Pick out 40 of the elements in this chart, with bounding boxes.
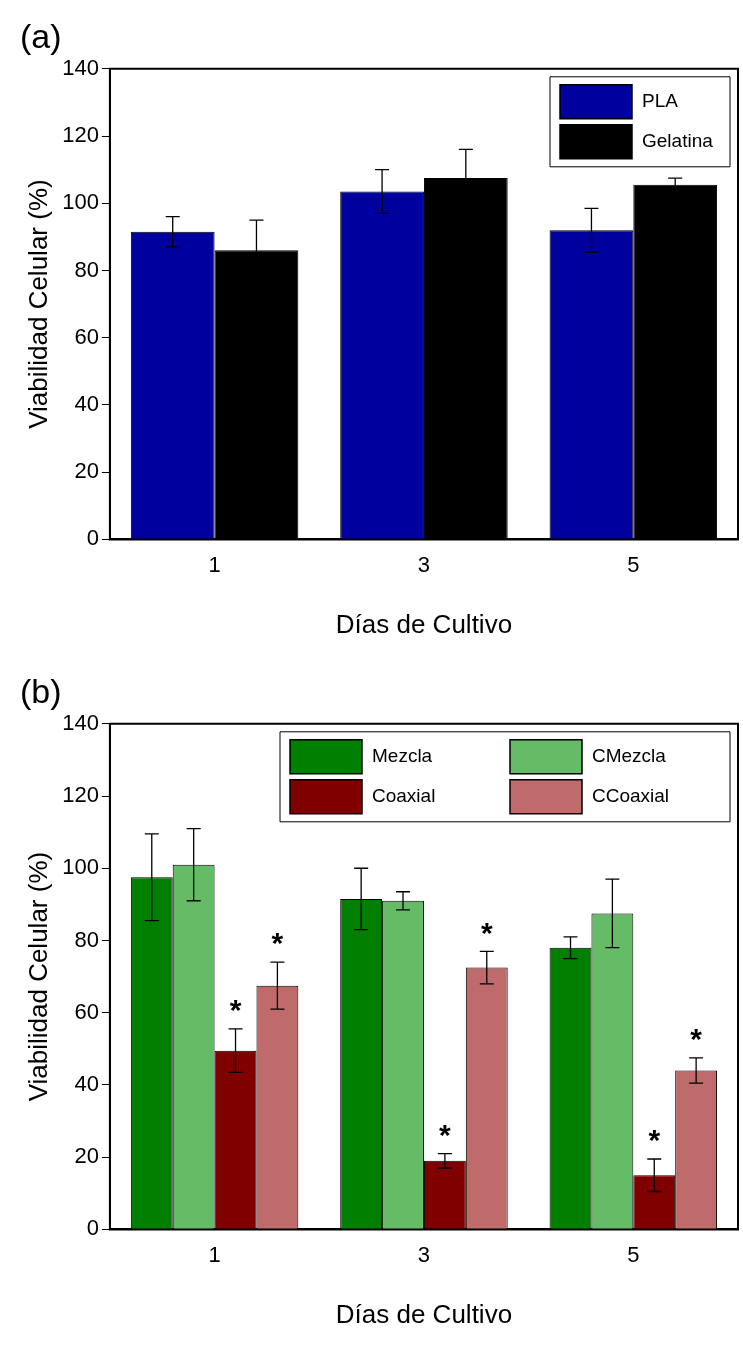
x-axis-title: Días de Cultivo xyxy=(335,608,513,639)
legend-label: CMezcla xyxy=(592,745,667,767)
chart-title: (b) xyxy=(20,671,62,710)
chart-title: (a) xyxy=(20,16,62,55)
annotation: * xyxy=(648,1123,661,1157)
y-tick-label: 20 xyxy=(74,1143,99,1169)
legend-label: Mezcla xyxy=(372,745,433,767)
y-tick-label: 60 xyxy=(74,998,99,1024)
y-tick-label: 20 xyxy=(74,458,99,484)
x-tick-label: 5 xyxy=(627,1241,640,1267)
annotation: * xyxy=(271,926,284,960)
y-tick-label: 80 xyxy=(74,256,99,282)
y-tick-label: 60 xyxy=(74,323,99,349)
legend-label: Gelatina xyxy=(642,130,714,152)
y-tick-label: 40 xyxy=(74,1071,99,1097)
y-tick-label: 80 xyxy=(74,926,99,952)
legend-label: Coaxial xyxy=(372,785,436,807)
x-tick-label: 3 xyxy=(417,551,431,577)
x-tick-label: 5 xyxy=(627,551,640,577)
x-tick-label: 1 xyxy=(208,551,221,577)
annotation: * xyxy=(480,915,493,949)
y-axis-title: Viabilidad Celular (%) xyxy=(22,851,53,1102)
y-tick-label: 0 xyxy=(86,525,99,551)
legend-label: PLA xyxy=(642,90,679,112)
annotation: * xyxy=(439,1117,452,1151)
y-axis-title: Viabilidad Celular (%) xyxy=(22,179,53,429)
y-tick-label: 140 xyxy=(62,709,99,735)
y-tick-label: 120 xyxy=(62,782,99,808)
y-tick-label: 120 xyxy=(62,122,99,148)
legend-label: CCoaxial xyxy=(592,785,670,807)
x-tick-label: 3 xyxy=(417,1241,431,1267)
x-tick-label: 1 xyxy=(208,1241,221,1267)
y-tick-label: 100 xyxy=(62,189,99,215)
annotation: * xyxy=(690,1022,703,1056)
y-tick-label: 100 xyxy=(62,854,99,880)
y-tick-label: 0 xyxy=(86,1215,99,1241)
annotation: * xyxy=(229,993,242,1027)
y-tick-label: 140 xyxy=(62,54,99,80)
y-tick-label: 40 xyxy=(74,391,99,417)
x-axis-title: Días de Cultivo xyxy=(335,1298,513,1329)
